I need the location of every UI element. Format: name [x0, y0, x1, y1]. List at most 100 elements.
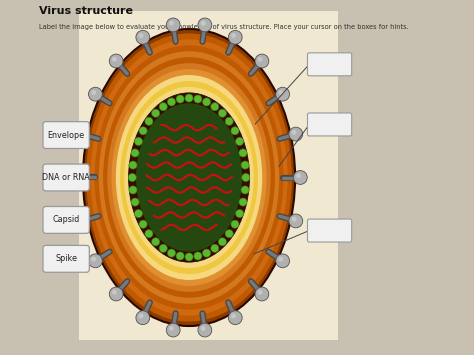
Circle shape: [292, 130, 297, 135]
Circle shape: [135, 137, 143, 146]
Circle shape: [202, 249, 210, 257]
Circle shape: [279, 257, 283, 262]
Circle shape: [194, 95, 202, 103]
FancyBboxPatch shape: [43, 164, 89, 191]
Text: Label the image below to evaluate your knowledge of virus structure. Place your : Label the image below to evaluate your k…: [39, 24, 409, 30]
Circle shape: [89, 254, 102, 268]
Circle shape: [135, 209, 143, 218]
Circle shape: [231, 220, 239, 228]
Ellipse shape: [95, 45, 283, 310]
Circle shape: [176, 95, 184, 103]
Circle shape: [219, 238, 227, 246]
Circle shape: [231, 127, 239, 135]
Circle shape: [139, 313, 144, 318]
Circle shape: [236, 137, 244, 146]
Circle shape: [198, 18, 212, 32]
Circle shape: [219, 109, 227, 117]
Circle shape: [231, 33, 236, 38]
Circle shape: [131, 198, 139, 206]
Circle shape: [129, 186, 137, 194]
Circle shape: [139, 220, 147, 228]
Text: DNA or RNA: DNA or RNA: [42, 173, 90, 182]
Circle shape: [211, 103, 219, 111]
Circle shape: [112, 290, 117, 295]
Circle shape: [167, 249, 175, 257]
Circle shape: [242, 174, 250, 181]
Circle shape: [136, 31, 150, 44]
Circle shape: [91, 257, 96, 262]
Circle shape: [152, 109, 160, 117]
Circle shape: [255, 287, 269, 301]
Circle shape: [194, 252, 202, 260]
Circle shape: [289, 214, 303, 228]
Circle shape: [131, 149, 139, 157]
Ellipse shape: [86, 33, 292, 322]
Circle shape: [109, 287, 123, 301]
Ellipse shape: [116, 75, 262, 280]
Circle shape: [239, 149, 247, 157]
Circle shape: [289, 127, 303, 141]
Circle shape: [228, 31, 242, 44]
Circle shape: [185, 94, 193, 102]
Circle shape: [276, 87, 290, 101]
Text: Spike: Spike: [55, 254, 77, 263]
Circle shape: [159, 103, 167, 111]
Circle shape: [198, 323, 212, 337]
Circle shape: [73, 173, 78, 178]
Circle shape: [176, 252, 184, 260]
Ellipse shape: [120, 81, 258, 274]
FancyBboxPatch shape: [80, 11, 337, 340]
FancyBboxPatch shape: [308, 113, 352, 136]
Circle shape: [109, 54, 123, 68]
Ellipse shape: [107, 63, 271, 292]
Circle shape: [129, 161, 137, 169]
Text: Capsid: Capsid: [53, 215, 80, 224]
Circle shape: [241, 186, 249, 194]
Ellipse shape: [83, 29, 295, 326]
Circle shape: [152, 238, 160, 246]
Ellipse shape: [111, 69, 266, 286]
Circle shape: [89, 87, 102, 101]
Circle shape: [166, 18, 180, 32]
Circle shape: [75, 127, 89, 141]
Circle shape: [169, 326, 174, 331]
Circle shape: [185, 253, 193, 261]
Circle shape: [128, 174, 137, 181]
Circle shape: [91, 90, 96, 95]
Circle shape: [78, 217, 83, 222]
Ellipse shape: [99, 51, 279, 304]
Circle shape: [136, 311, 150, 324]
Circle shape: [293, 171, 307, 184]
FancyBboxPatch shape: [43, 245, 89, 272]
Circle shape: [292, 217, 297, 222]
Circle shape: [255, 54, 269, 68]
Ellipse shape: [136, 103, 242, 252]
Circle shape: [258, 57, 263, 62]
Ellipse shape: [124, 87, 254, 268]
Circle shape: [75, 214, 89, 228]
Circle shape: [236, 209, 244, 218]
Ellipse shape: [91, 39, 288, 316]
Circle shape: [139, 33, 144, 38]
Text: Virus structure: Virus structure: [39, 6, 133, 16]
Circle shape: [201, 21, 206, 26]
Circle shape: [239, 198, 247, 206]
Ellipse shape: [103, 57, 275, 298]
Circle shape: [225, 230, 233, 238]
Circle shape: [145, 230, 153, 238]
Circle shape: [241, 161, 249, 169]
Circle shape: [296, 173, 301, 178]
Circle shape: [159, 244, 167, 252]
Circle shape: [71, 171, 85, 184]
Ellipse shape: [128, 93, 249, 262]
FancyBboxPatch shape: [43, 122, 89, 148]
Circle shape: [166, 323, 180, 337]
Circle shape: [202, 98, 210, 106]
Circle shape: [112, 57, 117, 62]
Circle shape: [276, 254, 290, 268]
Circle shape: [139, 127, 147, 135]
Circle shape: [231, 313, 236, 318]
FancyBboxPatch shape: [308, 53, 352, 76]
Circle shape: [279, 90, 283, 95]
FancyBboxPatch shape: [43, 207, 89, 233]
